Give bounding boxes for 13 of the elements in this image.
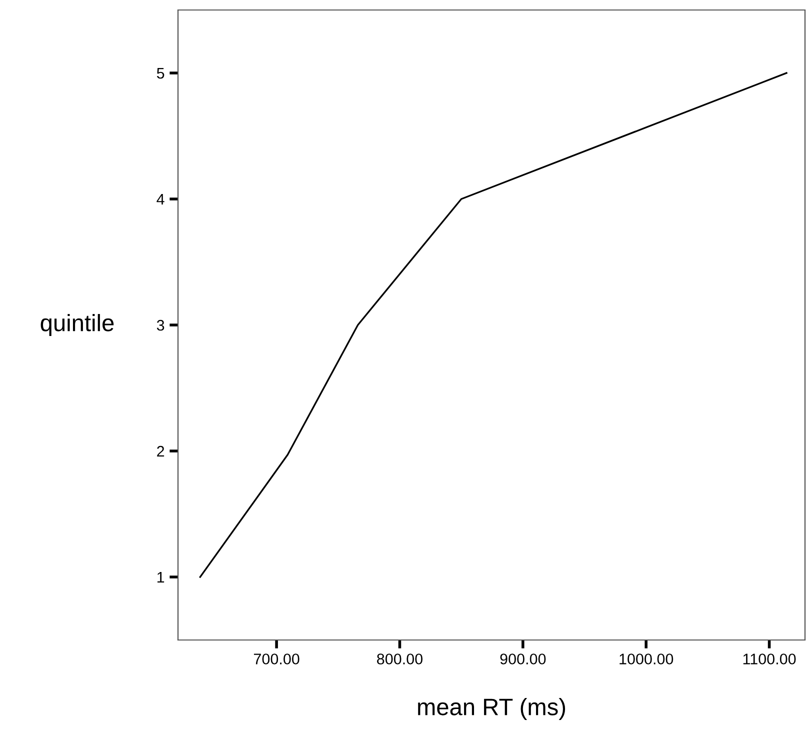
x-tick-label: 700.00 bbox=[254, 654, 300, 664]
y-tick-label: 1 bbox=[157, 572, 164, 583]
y-axis-title: quintile bbox=[40, 314, 114, 336]
y-tick-label: 3 bbox=[156, 320, 164, 331]
x-tick-label: 900.00 bbox=[500, 654, 546, 664]
y-tick-label: 4 bbox=[156, 194, 164, 205]
x-tick-label: 1100.00 bbox=[743, 654, 796, 664]
x-tick-label: 800.00 bbox=[377, 654, 422, 664]
x-axis-title: mean RT (ms) bbox=[418, 698, 566, 720]
y-tick-label: 2 bbox=[157, 446, 164, 457]
y-tick-label: 5 bbox=[156, 68, 164, 79]
line-series bbox=[199, 72, 788, 578]
x-tick-label: 1000.00 bbox=[620, 654, 674, 664]
